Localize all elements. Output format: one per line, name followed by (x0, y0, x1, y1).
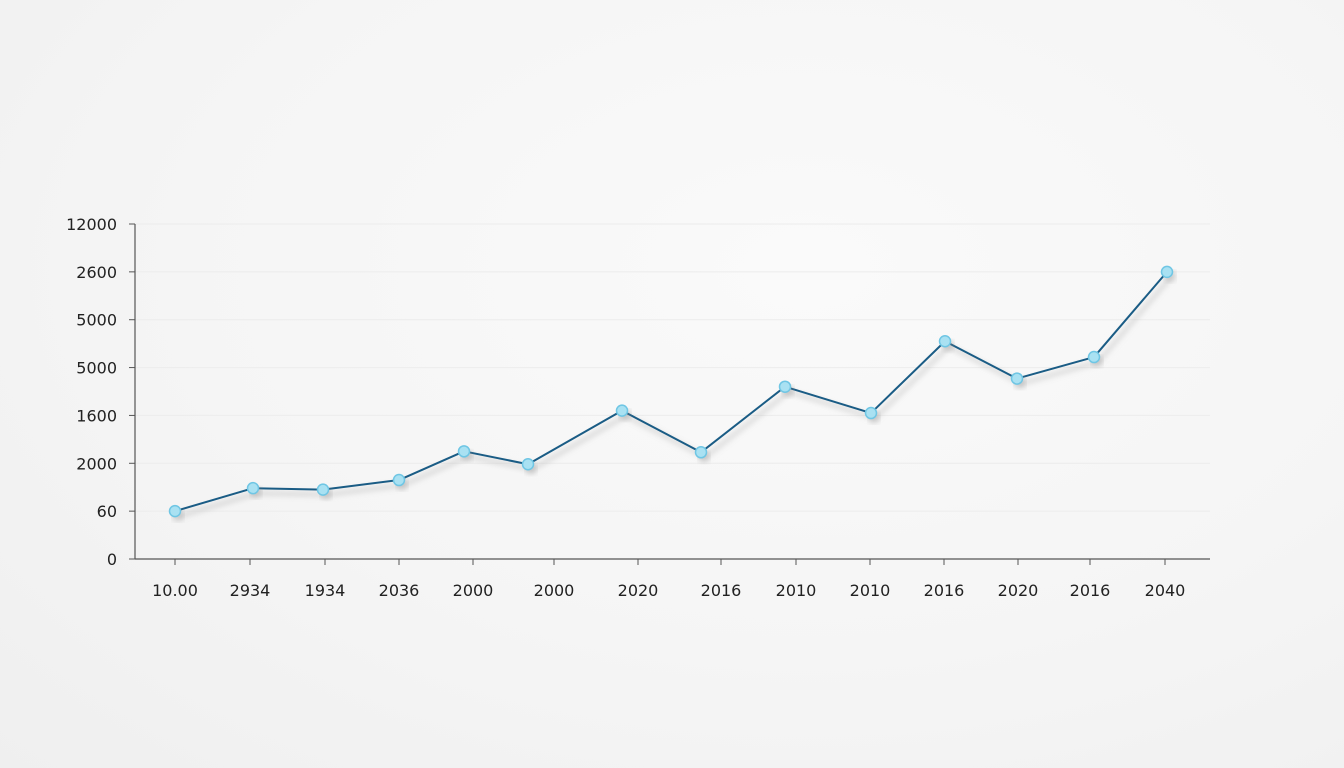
x-tick-label: 2934 (230, 581, 271, 600)
x-tick-label: 2016 (1070, 581, 1111, 600)
grid-lines (135, 223, 1210, 512)
data-point (168, 504, 182, 518)
data-point (316, 483, 330, 496)
x-tick-label: 2000 (453, 581, 494, 600)
x-tick-label: 2010 (776, 581, 817, 600)
y-tick-label: 2600 (76, 263, 117, 282)
data-point (938, 335, 952, 348)
y-tick-label: 60 (97, 502, 117, 521)
x-tick-label: 2020 (998, 581, 1039, 600)
data-point (1160, 265, 1174, 279)
y-tick-label: 5000 (76, 311, 117, 330)
data-point (1010, 372, 1024, 385)
data-point (778, 380, 792, 393)
x-tick-label: 2036 (379, 581, 420, 600)
x-tick-label: 2010 (850, 581, 891, 600)
axes (134, 224, 1210, 560)
y-tick-label: 0 (107, 550, 117, 569)
data-point (694, 446, 708, 459)
data-point (392, 473, 406, 487)
data-point (1087, 350, 1101, 364)
x-tick-label: 1934 (305, 581, 346, 600)
data-point (615, 404, 629, 417)
x-tick-label: 10.00 (152, 581, 198, 600)
data-point (864, 406, 878, 420)
x-tick-label: 2016 (924, 581, 965, 600)
x-tick-labels: 10.00 2934 1934 2036 2000 2000 2020 2016 2010 201… (152, 559, 1185, 600)
data-point (457, 445, 471, 458)
x-tick-label: 2016 (701, 581, 742, 600)
data-point (246, 481, 260, 495)
x-tick-label: 2040 (1145, 581, 1186, 600)
y-tick-label: 1600 (76, 406, 117, 425)
series-line-shadow (178, 275, 1173, 518)
x-tick-label: 2020 (618, 581, 659, 600)
series-line (174, 270, 1168, 513)
x-tick-label: 2000 (534, 581, 575, 600)
y-tick-labels: 0 60 2000 1600 5000 5000 2600 12000 (66, 215, 135, 569)
y-tick-label: 5000 (76, 359, 117, 378)
series (168, 265, 1176, 522)
data-point (521, 457, 535, 471)
y-tick-label: 12000 (66, 215, 117, 234)
y-tick-label: 2000 (76, 454, 117, 473)
